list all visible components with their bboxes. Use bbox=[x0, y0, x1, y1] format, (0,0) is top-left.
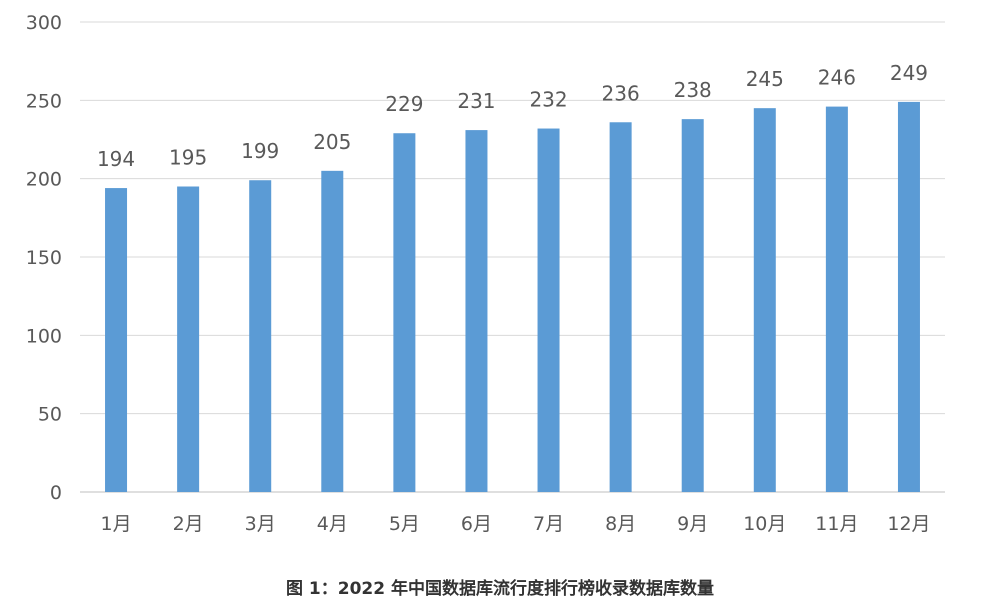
bar bbox=[465, 130, 488, 492]
x-tick-label: 2月 bbox=[173, 513, 204, 535]
bar bbox=[609, 122, 632, 493]
grid-lines bbox=[80, 21, 945, 493]
x-tick-label: 4月 bbox=[317, 513, 348, 535]
y-tick-label: 0 bbox=[50, 482, 62, 504]
y-tick-label: 100 bbox=[26, 325, 62, 347]
data-label: 194 bbox=[97, 147, 135, 171]
data-label: 232 bbox=[529, 88, 567, 112]
data-label: 231 bbox=[457, 89, 495, 113]
x-tick-label: 9月 bbox=[677, 513, 708, 535]
x-tick-label: 3月 bbox=[245, 513, 276, 535]
y-tick-label: 300 bbox=[26, 12, 62, 34]
figure-caption: 图 1：2022 年中国数据库流行度排行榜收录数据库数量 bbox=[286, 579, 714, 599]
x-tick-label: 10月 bbox=[743, 513, 786, 535]
x-tick-label: 5月 bbox=[389, 513, 420, 535]
x-tick-label: 1月 bbox=[100, 513, 131, 535]
data-label: 238 bbox=[674, 78, 712, 102]
data-label: 245 bbox=[746, 67, 784, 91]
bar bbox=[321, 170, 344, 493]
x-tick-label: 7月 bbox=[533, 513, 564, 535]
bar bbox=[753, 108, 776, 493]
data-label: 195 bbox=[169, 146, 207, 170]
x-tick-label: 8月 bbox=[605, 513, 636, 535]
y-axis-ticks: 0 50 100 150 200 250 300 bbox=[26, 12, 62, 504]
bar bbox=[105, 188, 128, 493]
bar-chart: 0 50 100 150 200 250 300 194 195 199 205 229 231 232… bbox=[26, 12, 945, 535]
bar bbox=[537, 128, 560, 493]
bar bbox=[393, 133, 416, 492]
bar bbox=[681, 119, 704, 492]
bar bbox=[177, 186, 200, 492]
data-label: 236 bbox=[602, 81, 640, 105]
data-label: 205 bbox=[313, 130, 351, 154]
data-label: 229 bbox=[385, 92, 423, 116]
bar bbox=[249, 180, 272, 492]
x-tick-label: 11月 bbox=[815, 513, 858, 535]
x-axis-labels: 1月 2月 3月 4月 5月 6月 7月 8月 9月 10月 11月 12月 bbox=[100, 513, 930, 535]
data-label: 199 bbox=[241, 139, 279, 163]
y-tick-label: 150 bbox=[26, 247, 62, 269]
y-tick-label: 250 bbox=[26, 90, 62, 112]
x-tick-label: 6月 bbox=[461, 513, 492, 535]
bar bbox=[825, 106, 848, 492]
data-label: 246 bbox=[818, 66, 856, 90]
y-tick-label: 50 bbox=[38, 404, 62, 426]
bars bbox=[105, 101, 920, 493]
y-tick-label: 200 bbox=[26, 169, 62, 191]
data-labels: 194 195 199 205 229 231 232 236 238 245 246 249 bbox=[97, 61, 928, 171]
bar bbox=[897, 101, 920, 493]
data-label: 249 bbox=[890, 61, 928, 85]
x-tick-label: 12月 bbox=[887, 513, 930, 535]
